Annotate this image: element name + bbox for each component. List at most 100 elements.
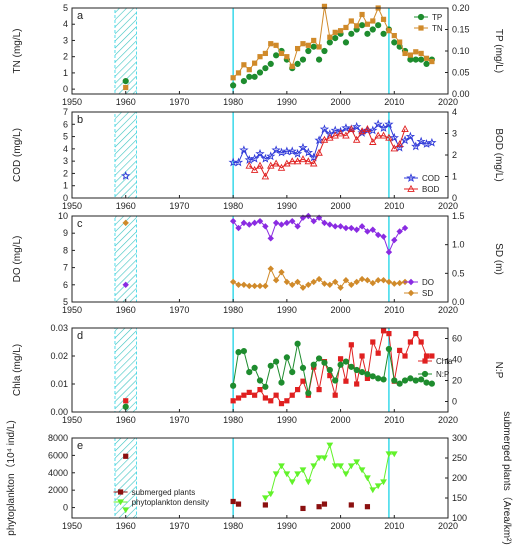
x-tick-label: 1980 — [223, 97, 243, 107]
panel-letter: c — [77, 218, 83, 230]
y-right-tick-label: 0.5 — [452, 268, 465, 278]
x-tick-label: 1960 — [116, 415, 136, 425]
data-point — [268, 235, 274, 241]
data-point — [322, 501, 327, 506]
legend-marker — [118, 489, 123, 494]
data-point — [353, 279, 359, 285]
data-point — [268, 41, 273, 46]
data-point — [274, 393, 279, 398]
data-point — [337, 223, 343, 229]
data-point — [305, 282, 311, 288]
legend-label: TP — [432, 13, 442, 22]
data-point — [123, 404, 128, 409]
data-point — [333, 36, 338, 41]
x-tick-label: 1960 — [116, 201, 136, 211]
data-point — [279, 51, 284, 56]
data-point — [316, 44, 321, 49]
x-tick-label: 2020 — [438, 415, 458, 425]
data-point — [370, 280, 376, 286]
y-left-axis-label: COD (mg/L) — [12, 128, 23, 182]
data-point — [402, 51, 407, 56]
data-point — [247, 370, 252, 375]
data-point — [343, 40, 348, 45]
data-point — [300, 506, 305, 511]
data-point — [247, 67, 252, 72]
data-point — [274, 43, 279, 48]
panel-d — [72, 328, 448, 412]
y-right-tick-label: 20 — [452, 376, 462, 386]
y-right-axis-label: SD (m) — [493, 243, 504, 275]
panel-e — [72, 438, 448, 518]
data-point — [419, 377, 424, 382]
data-point — [424, 380, 429, 385]
data-point — [397, 348, 402, 353]
legend-label: Chla — [436, 357, 453, 366]
y-right-tick-label: 0.0 — [452, 297, 465, 307]
data-point — [306, 48, 311, 53]
y-left-axis-label: TN (mg/L) — [12, 29, 23, 74]
data-point — [310, 463, 317, 469]
data-point — [349, 31, 354, 36]
data-point — [327, 40, 332, 45]
y-left-tick-label: 9 — [63, 228, 68, 238]
data-point — [359, 370, 364, 375]
data-point — [262, 495, 269, 501]
data-point — [278, 269, 284, 275]
data-point — [376, 376, 381, 381]
data-point — [413, 331, 418, 336]
data-point — [349, 342, 354, 347]
data-point — [247, 390, 252, 395]
legend-marker — [408, 279, 414, 285]
y-right-tick-label: 200 — [452, 473, 467, 483]
data-point — [364, 277, 370, 283]
data-point — [311, 44, 316, 49]
y-left-tick-label: 0.02 — [50, 351, 68, 361]
data-point — [391, 237, 397, 243]
data-point — [338, 356, 343, 361]
data-point — [408, 376, 413, 381]
data-point — [327, 35, 332, 40]
y-right-axis-label: TP (mg/L) — [493, 29, 504, 73]
data-point — [419, 57, 424, 62]
data-point — [241, 282, 247, 288]
y-right-tick-label: 150 — [452, 493, 467, 503]
data-point — [370, 374, 375, 379]
data-point — [349, 502, 354, 507]
data-point — [263, 66, 268, 71]
x-tick-label: 2000 — [331, 201, 351, 211]
x-tick-label: 2000 — [331, 97, 351, 107]
x-tick-label: 1970 — [169, 521, 189, 531]
data-point — [413, 57, 418, 62]
y-right-tick-label: 0.05 — [452, 68, 470, 78]
data-point — [262, 283, 268, 289]
data-point — [241, 349, 246, 354]
data-point — [349, 364, 354, 369]
data-point — [274, 53, 279, 58]
panel-letter: a — [77, 10, 84, 22]
data-point — [251, 220, 257, 226]
data-point — [273, 471, 280, 477]
y-left-tick-label: 10 — [58, 211, 68, 221]
y-left-tick-label: 0.00 — [50, 407, 68, 417]
legend-label: DO — [422, 278, 434, 287]
data-point — [257, 70, 262, 75]
x-tick-label: 2010 — [384, 305, 404, 315]
data-point — [327, 221, 333, 227]
data-point — [295, 61, 300, 66]
data-point — [424, 56, 429, 61]
y-left-tick-label: 6 — [63, 119, 68, 129]
series-line — [233, 331, 432, 404]
data-point — [273, 277, 279, 283]
data-point — [300, 379, 305, 384]
data-point — [364, 475, 371, 481]
data-point — [231, 499, 236, 504]
data-point — [241, 79, 246, 84]
x-tick-label: 1970 — [169, 97, 189, 107]
data-point — [284, 220, 290, 226]
data-point — [300, 365, 305, 370]
series-tn — [123, 4, 434, 90]
data-point — [311, 38, 316, 43]
x-tick-label: 1960 — [116, 97, 136, 107]
y-right-tick-label: 40 — [452, 355, 462, 365]
legend-label: TN — [432, 24, 443, 33]
